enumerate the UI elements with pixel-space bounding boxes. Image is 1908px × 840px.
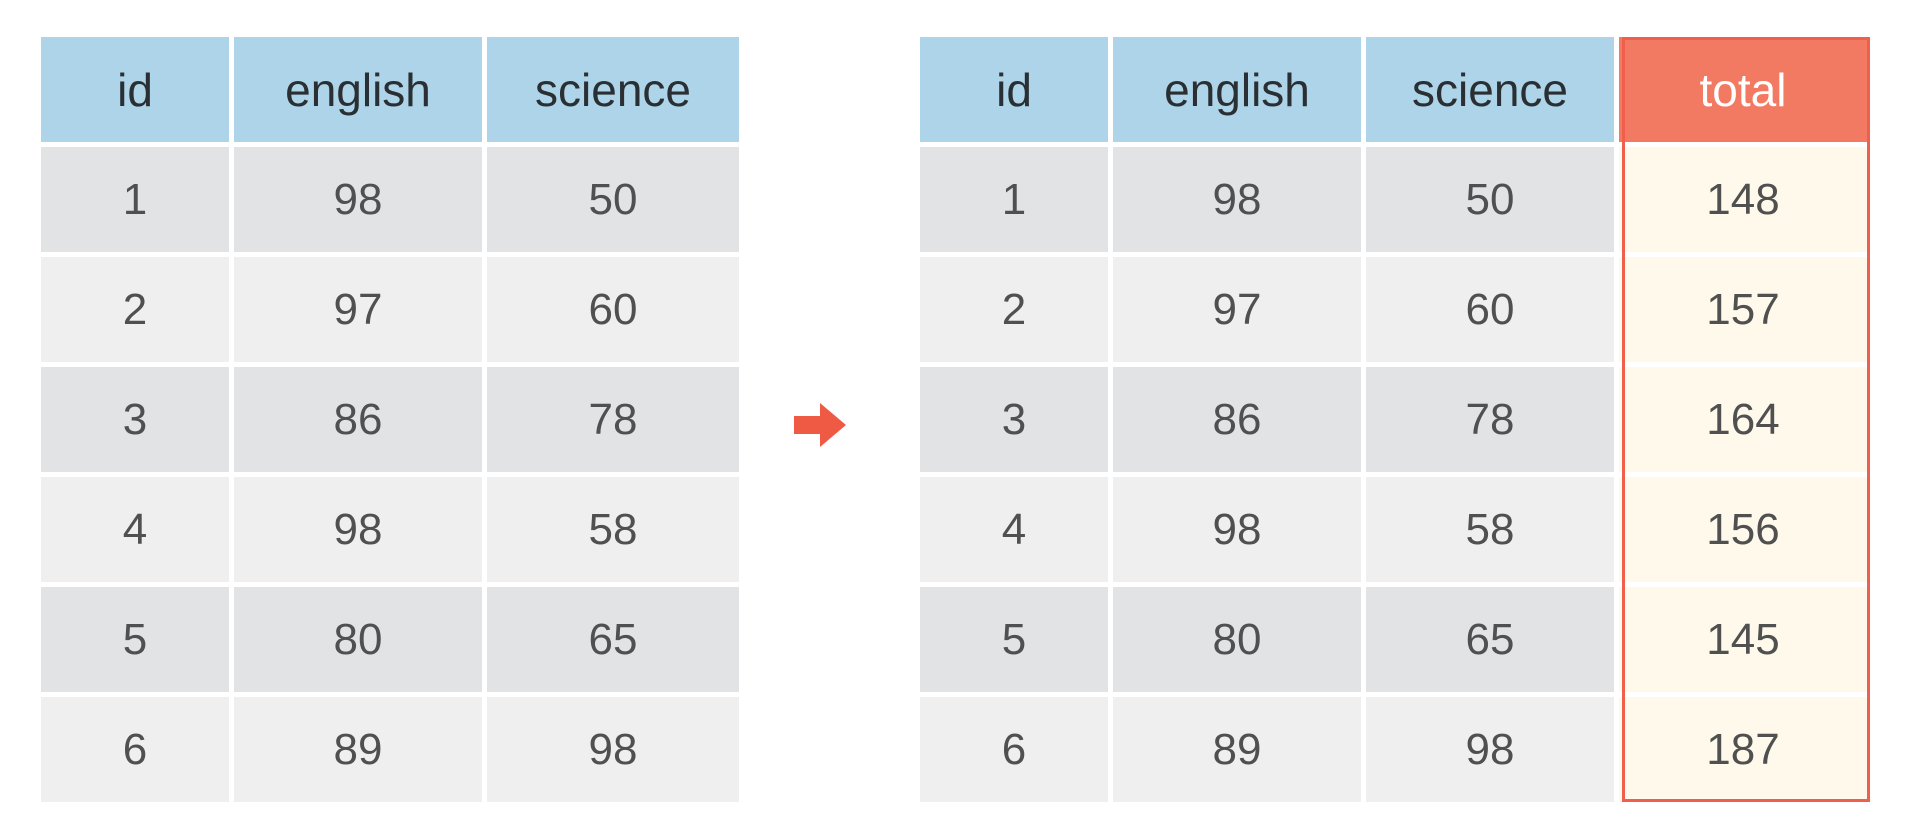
cell-english: 98 <box>1113 477 1361 582</box>
cell-total: 187 <box>1619 697 1867 802</box>
cell-english: 97 <box>234 257 482 362</box>
cell-english: 86 <box>234 367 482 472</box>
cell-id: 1 <box>920 147 1108 252</box>
cell-science: 50 <box>487 147 739 252</box>
cell-science: 60 <box>1366 257 1614 362</box>
cell-id: 3 <box>920 367 1108 472</box>
cell-total: 157 <box>1619 257 1867 362</box>
cell-science: 60 <box>487 257 739 362</box>
table-before: id english science 1 98 50 2 97 60 3 86 … <box>41 37 739 802</box>
cell-english: 86 <box>1113 367 1361 472</box>
table-after: id english science total 1 98 50 148 2 9… <box>920 37 1867 802</box>
header-science: science <box>1366 37 1614 142</box>
cell-english: 98 <box>234 477 482 582</box>
cell-total: 156 <box>1619 477 1867 582</box>
cell-science: 58 <box>1366 477 1614 582</box>
cell-id: 3 <box>41 367 229 472</box>
cell-id: 5 <box>41 587 229 692</box>
cell-science: 98 <box>487 697 739 802</box>
cell-id: 6 <box>41 697 229 802</box>
cell-id: 5 <box>920 587 1108 692</box>
header-id: id <box>41 37 229 142</box>
cell-total: 164 <box>1619 367 1867 472</box>
cell-science: 78 <box>487 367 739 472</box>
cell-english: 80 <box>234 587 482 692</box>
header-id: id <box>920 37 1108 142</box>
cell-science: 98 <box>1366 697 1614 802</box>
cell-total: 148 <box>1619 147 1867 252</box>
cell-english: 80 <box>1113 587 1361 692</box>
cell-english: 89 <box>234 697 482 802</box>
cell-id: 4 <box>920 477 1108 582</box>
cell-science: 78 <box>1366 367 1614 472</box>
cell-science: 65 <box>487 587 739 692</box>
cell-science: 50 <box>1366 147 1614 252</box>
header-english: english <box>234 37 482 142</box>
cell-id: 2 <box>920 257 1108 362</box>
header-total: total <box>1619 37 1867 142</box>
cell-english: 89 <box>1113 697 1361 802</box>
cell-science: 58 <box>487 477 739 582</box>
header-english: english <box>1113 37 1361 142</box>
arrow-right-icon <box>794 403 846 447</box>
cell-id: 6 <box>920 697 1108 802</box>
cell-science: 65 <box>1366 587 1614 692</box>
cell-id: 2 <box>41 257 229 362</box>
cell-english: 98 <box>234 147 482 252</box>
cell-english: 97 <box>1113 257 1361 362</box>
cell-english: 98 <box>1113 147 1361 252</box>
cell-id: 4 <box>41 477 229 582</box>
cell-id: 1 <box>41 147 229 252</box>
header-science: science <box>487 37 739 142</box>
cell-total: 145 <box>1619 587 1867 692</box>
